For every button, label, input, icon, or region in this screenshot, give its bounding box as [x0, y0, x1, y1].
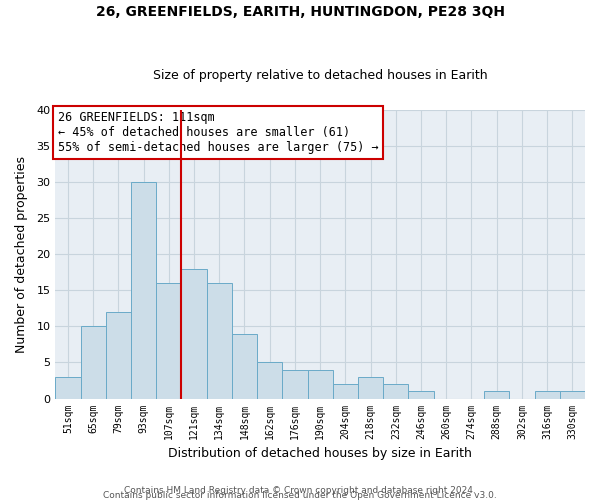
Bar	[55, 377, 80, 398]
Bar	[257, 362, 283, 398]
Bar	[333, 384, 358, 398]
Text: 26 GREENFIELDS: 111sqm
← 45% of detached houses are smaller (61)
55% of semi-det: 26 GREENFIELDS: 111sqm ← 45% of detached…	[58, 111, 379, 154]
Bar	[106, 312, 131, 398]
Bar	[181, 268, 206, 398]
Bar	[206, 283, 232, 399]
Y-axis label: Number of detached properties: Number of detached properties	[15, 156, 28, 352]
X-axis label: Distribution of detached houses by size in Earith: Distribution of detached houses by size …	[168, 447, 472, 460]
Bar	[80, 326, 106, 398]
Bar	[383, 384, 409, 398]
Bar	[308, 370, 333, 398]
Bar	[560, 392, 585, 398]
Bar	[409, 392, 434, 398]
Bar	[283, 370, 308, 398]
Bar	[358, 377, 383, 398]
Bar	[131, 182, 156, 398]
Bar	[156, 283, 181, 399]
Bar	[535, 392, 560, 398]
Text: Contains HM Land Registry data © Crown copyright and database right 2024.: Contains HM Land Registry data © Crown c…	[124, 486, 476, 495]
Bar	[232, 334, 257, 398]
Bar	[484, 392, 509, 398]
Text: Contains public sector information licensed under the Open Government Licence v3: Contains public sector information licen…	[103, 491, 497, 500]
Title: Size of property relative to detached houses in Earith: Size of property relative to detached ho…	[153, 69, 487, 82]
Text: 26, GREENFIELDS, EARITH, HUNTINGDON, PE28 3QH: 26, GREENFIELDS, EARITH, HUNTINGDON, PE2…	[95, 5, 505, 19]
